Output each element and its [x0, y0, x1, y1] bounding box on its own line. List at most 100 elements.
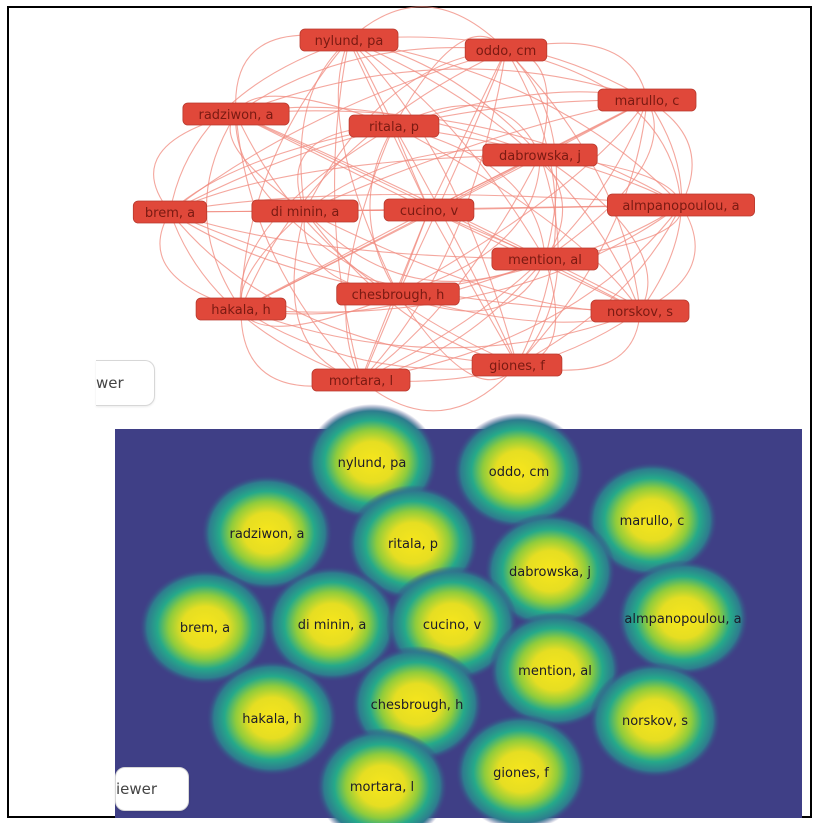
network-link — [348, 39, 546, 260]
density-label-brem[interactable]: brem, a — [180, 621, 230, 636]
network-link — [240, 308, 641, 349]
network-node-brem[interactable]: brem, a — [132, 200, 208, 224]
network-link — [397, 49, 507, 295]
network-node-almpanopoulou[interactable]: almpanopoulou, a — [607, 193, 756, 217]
network-link — [516, 258, 557, 366]
density-hotspot-hakala — [206, 660, 338, 776]
density-label-mention[interactable]: mention, al — [518, 664, 592, 679]
network-link — [348, 39, 682, 206]
network-node-box — [348, 114, 440, 138]
network-node-ritala[interactable]: ritala, p — [348, 114, 440, 138]
network-node-label: almpanopoulou, a — [622, 199, 739, 214]
network-node-box — [251, 199, 359, 223]
density-label-ritala[interactable]: ritala, p — [388, 537, 438, 552]
network-node-box — [464, 38, 548, 62]
network-link — [397, 99, 648, 295]
network-link — [240, 39, 350, 310]
density-label-almpanopoulou[interactable]: almpanopoulou, a — [624, 612, 741, 627]
network-node-label: chesbrough, h — [352, 288, 445, 303]
network-link — [544, 99, 655, 260]
network-node-dabrowska[interactable]: dabrowska, j — [482, 143, 598, 167]
network-node-box — [132, 200, 208, 224]
density-label-giones[interactable]: giones, f — [493, 766, 549, 781]
network-node-radziwon[interactable]: radziwon, a — [182, 102, 290, 126]
network-node-label: marullo, c — [615, 94, 680, 109]
density-hotspot-giones — [455, 714, 587, 823]
density-hotspot-mention — [489, 612, 621, 728]
network-link — [169, 211, 399, 295]
density-hotspot-almpanopoulou — [617, 560, 749, 676]
viewer-watermark-bottom: iewer — [115, 767, 189, 811]
network-node-label: hakala, h — [211, 303, 271, 318]
network-node-giones[interactable]: giones, f — [471, 353, 563, 377]
network-link — [300, 39, 350, 212]
network-link — [397, 154, 541, 295]
network-node-label: brem, a — [145, 206, 195, 221]
density-label-dabrowska[interactable]: dabrowska, j — [509, 565, 591, 580]
network-node-nylund[interactable]: nylund, pa — [299, 28, 399, 52]
network-node-label: norskov, s — [607, 305, 673, 320]
density-hotspot-norskov — [589, 662, 721, 778]
network-link — [159, 211, 242, 310]
network-node-marullo[interactable]: marullo, c — [597, 88, 697, 112]
network-node-cucino[interactable]: cucino, v — [383, 198, 475, 222]
network-link — [360, 204, 682, 381]
network-node-label: nylund, pa — [315, 34, 384, 49]
density-hotspot-marullo — [586, 462, 718, 578]
network-node-box — [491, 247, 599, 271]
network-node-box — [607, 193, 756, 217]
network-link — [153, 113, 237, 213]
network-node-norskov[interactable]: norskov, s — [590, 299, 690, 323]
density-label-radziwon[interactable]: radziwon, a — [229, 527, 304, 542]
network-node-box — [336, 282, 460, 306]
network-node-oddo[interactable]: oddo, cm — [464, 38, 548, 62]
network-link — [360, 49, 507, 381]
density-label-nylund[interactable]: nylund, pa — [338, 456, 407, 471]
network-link — [345, 125, 395, 381]
network-node-mortara[interactable]: mortara, l — [311, 368, 411, 392]
density-label-oddo[interactable]: oddo, cm — [489, 465, 550, 480]
network-node-label: dabrowska, j — [499, 149, 581, 164]
network-node-label: mortara, l — [329, 374, 393, 389]
density-label-cucino[interactable]: cucino, v — [423, 618, 482, 633]
network-node-label: di minin, a — [271, 205, 340, 220]
network-node-label: giones, f — [489, 359, 545, 374]
network-node-box — [195, 297, 287, 321]
density-hotspot-diminin — [266, 566, 398, 682]
viewer-watermark-bottom-text: iewer — [116, 780, 158, 798]
network-link — [240, 204, 682, 313]
network-node-label: ritala, p — [369, 120, 419, 135]
density-labels: nylund, pa oddo, cm marullo, c radziwon, a r… — [180, 456, 742, 795]
density-blobs — [139, 404, 749, 823]
network-node-box — [597, 88, 697, 112]
density-label-diminin[interactable]: di minin, a — [298, 618, 367, 633]
density-hotspot-radziwon — [201, 475, 333, 591]
network-link — [516, 154, 559, 366]
network-link — [505, 49, 548, 156]
network-node-label: radziwon, a — [198, 108, 273, 123]
density-label-marullo[interactable]: marullo, c — [620, 514, 685, 529]
density-label-norskov[interactable]: norskov, s — [622, 714, 688, 729]
network-node-box — [482, 143, 598, 167]
network-link — [169, 211, 546, 260]
network-link — [169, 154, 541, 213]
network-nodes: nylund, pa oddo, cm marullo, c radziwon, a r… — [132, 28, 756, 392]
density-label-mortara[interactable]: mortara, l — [350, 780, 414, 795]
density-label-chesbrough[interactable]: chesbrough, h — [371, 698, 464, 713]
network-link — [360, 364, 518, 412]
density-label-hakala[interactable]: hakala, h — [242, 712, 302, 727]
network-link — [235, 68, 648, 115]
network-link — [516, 99, 648, 366]
network-link — [505, 49, 557, 366]
network-node-mention[interactable]: mention, al — [491, 247, 599, 271]
network-node-diminin[interactable]: di minin, a — [251, 199, 359, 223]
network-node-hakala[interactable]: hakala, h — [195, 297, 287, 321]
network-link — [505, 49, 558, 260]
network-link — [539, 154, 649, 312]
density-hotspot-dabrowska — [484, 513, 616, 629]
network-link — [240, 154, 541, 310]
viewer-watermark-top: wer — [96, 360, 155, 406]
network-node-box — [299, 28, 399, 52]
network-node-box — [182, 102, 290, 126]
network-node-chesbrough[interactable]: chesbrough, h — [336, 282, 460, 306]
